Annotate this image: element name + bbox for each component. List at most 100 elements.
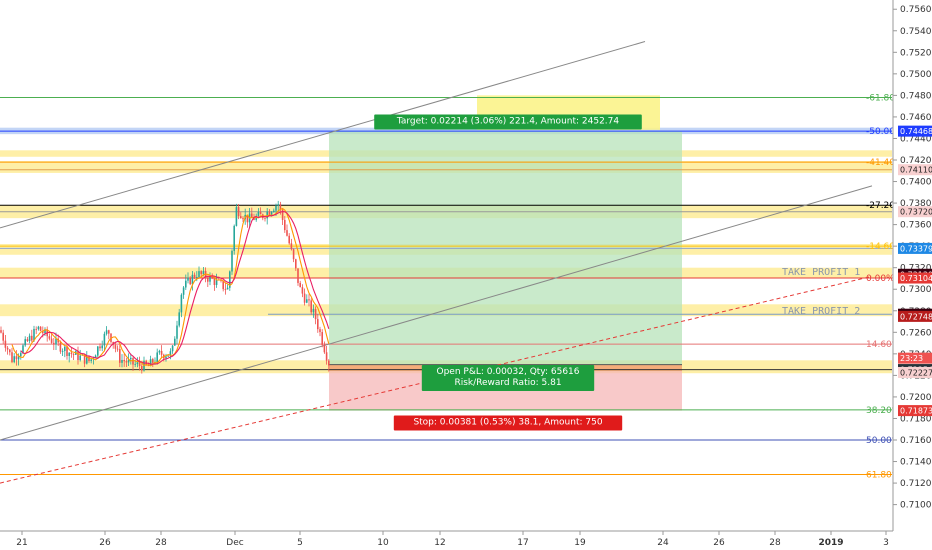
take-profit-2-label: TAKE PROFIT 2 [782, 306, 860, 317]
candle [31, 335, 33, 341]
candle [123, 359, 125, 362]
candle [253, 217, 255, 220]
price-tag-text-1: 0.74110 [900, 166, 932, 175]
candle [202, 270, 205, 275]
pnl-label-text-0: Open P&L: 0.00032, Qty: 65616 [437, 367, 580, 377]
candle [288, 235, 290, 244]
candle [273, 210, 275, 213]
candle [6, 347, 9, 350]
candle [178, 312, 180, 326]
candle [268, 211, 271, 215]
pnl-label-bg [421, 365, 595, 391]
candle [9, 349, 11, 353]
take-profit-1-label: TAKE PROFIT 1 [782, 267, 860, 278]
candle [149, 359, 152, 367]
candle [292, 249, 295, 260]
price-tag-text-11: 0.71873 [900, 407, 932, 416]
candle [94, 355, 97, 359]
candle [204, 270, 207, 279]
candle [213, 278, 216, 285]
candle [132, 357, 134, 365]
candle [193, 274, 196, 278]
fib-label-0: -61.80 [866, 94, 895, 104]
candle [90, 359, 92, 362]
candle [312, 308, 315, 313]
candle [297, 268, 299, 283]
price-tag-10 [898, 366, 932, 378]
candle [28, 335, 31, 342]
stop-label: Stop: 0.00381 (0.53%) 38.1, Amount: 750 [393, 415, 623, 431]
candle [77, 351, 79, 361]
candle [240, 216, 242, 219]
candle [42, 330, 44, 334]
candle [301, 287, 304, 294]
time-tick-label: 12 [434, 538, 445, 548]
candle [2, 332, 4, 341]
moving-averages [11, 207, 330, 367]
price-tag-1 [898, 164, 932, 176]
candle [185, 280, 187, 288]
candle [303, 293, 306, 303]
candle [48, 336, 51, 339]
candle [226, 287, 229, 290]
candle [105, 330, 108, 334]
fib-label-6: 14.60% [866, 340, 901, 350]
price-tag-11 [898, 405, 932, 417]
candle [152, 359, 154, 363]
candle [121, 359, 123, 363]
fib-label-1: -50.00 [866, 127, 895, 137]
candle [127, 359, 130, 363]
fib-label-8: 50.00% [866, 436, 901, 446]
candle [211, 275, 213, 279]
candle [270, 212, 273, 215]
candle [138, 362, 141, 366]
candle [257, 211, 260, 216]
price-tag-text-0: 0.74468 [900, 127, 932, 136]
candle [79, 355, 81, 361]
fib-label-9: 61.80% [866, 470, 901, 480]
candle [281, 209, 284, 220]
candle [4, 340, 7, 348]
candle [235, 207, 238, 226]
candle [171, 345, 174, 352]
pnl-label-text-1: Risk/Reward Ratio: 5.81 [454, 378, 561, 388]
price-tick-label: 0.71000 [900, 501, 932, 511]
target-label-text-0: Target: 0.02214 (3.06%) 221.4, Amount: 2… [396, 117, 620, 127]
candle [182, 287, 185, 295]
candle [13, 356, 15, 363]
candle [53, 342, 55, 345]
time-tick-label: 21 [16, 538, 27, 548]
candle [86, 356, 88, 364]
price-tag-0 [898, 125, 932, 137]
time-axis-bg [0, 531, 893, 550]
candle [310, 300, 312, 313]
candle [321, 332, 323, 345]
candle [15, 356, 18, 360]
price-tag-7 [898, 310, 932, 322]
candle [24, 339, 26, 346]
fib-label-4: -14.60 [866, 242, 895, 252]
candle [328, 360, 330, 366]
time-axis[interactable]: 21 26 28 Dec 5 10 12 17 19 24 26 28 2019 3 [0, 530, 893, 550]
candle [319, 329, 321, 333]
time-tick-label: 17 [517, 538, 528, 548]
candle [295, 259, 297, 269]
candle [156, 352, 158, 363]
candle [44, 329, 46, 334]
candle [64, 346, 66, 351]
fib-labels: -61.80 -50.00 -41.40 -27.20 -14.60 0.00% 14.60… [782, 94, 901, 481]
candle [88, 356, 90, 362]
candle [174, 338, 176, 346]
candle [323, 344, 326, 353]
candle [176, 325, 178, 339]
candle [277, 204, 279, 206]
